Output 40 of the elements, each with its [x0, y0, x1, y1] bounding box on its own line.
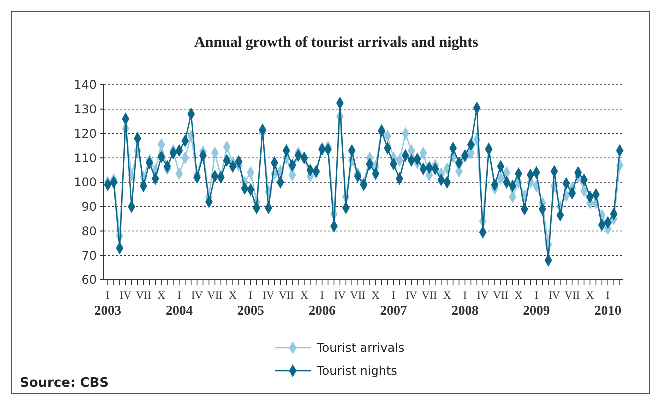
x-tick-label: I 2008	[452, 290, 479, 318]
y-tick-label: 60	[82, 273, 97, 288]
x-tick-label: I 2010	[594, 290, 622, 318]
x-tick-label: I 2009	[523, 290, 550, 318]
y-tick-label: 120	[74, 126, 97, 141]
y-tick-label: 110	[74, 151, 97, 166]
y-tick-label: 80	[82, 224, 97, 238]
x-tick-label: X	[229, 290, 238, 302]
x-tick-label: X	[514, 290, 523, 302]
legend-label: Tourist nights	[316, 364, 398, 378]
x-tick-label: X	[158, 290, 166, 302]
x-tick-label: VII	[208, 290, 224, 302]
x-tick-label: IV	[192, 290, 204, 302]
x-tick-label: VII	[564, 290, 580, 302]
legend-label: Tourist arrivals	[316, 341, 405, 356]
x-tick-label: IV	[334, 290, 346, 302]
x-tick-label: IV	[262, 290, 275, 302]
x-tick-label: X	[300, 290, 308, 302]
x-tick-label: VII	[350, 290, 366, 302]
source-note: Source: CBS	[20, 376, 110, 391]
y-tick-label: 140	[74, 78, 97, 92]
x-tick-label: VII	[136, 290, 152, 302]
x-tick-label: X	[372, 290, 380, 302]
x-tick-label: X	[443, 290, 452, 302]
y-tick-label: 70	[82, 248, 97, 263]
x-tick-label: I 2003	[94, 290, 122, 318]
x-tick-label: IV	[477, 290, 489, 302]
x-tick-label: VII	[278, 290, 295, 302]
x-tick-label: IV	[548, 290, 560, 302]
chart-title: Annual growth of tourist arrivals and nights	[194, 35, 479, 51]
x-tick-label: X	[586, 290, 594, 302]
y-tick-label: 90	[82, 200, 97, 214]
x-tick-label: IV	[120, 290, 132, 302]
y-tick-label: 100	[74, 176, 97, 190]
x-tick-label: VII	[422, 290, 438, 302]
x-tick-label: VII	[493, 290, 509, 302]
x-tick-label: IV	[406, 290, 418, 302]
x-tick-label: I 2004	[166, 290, 194, 318]
y-tick-label: 130	[74, 102, 97, 117]
x-tick-label: I 2005	[237, 290, 265, 318]
